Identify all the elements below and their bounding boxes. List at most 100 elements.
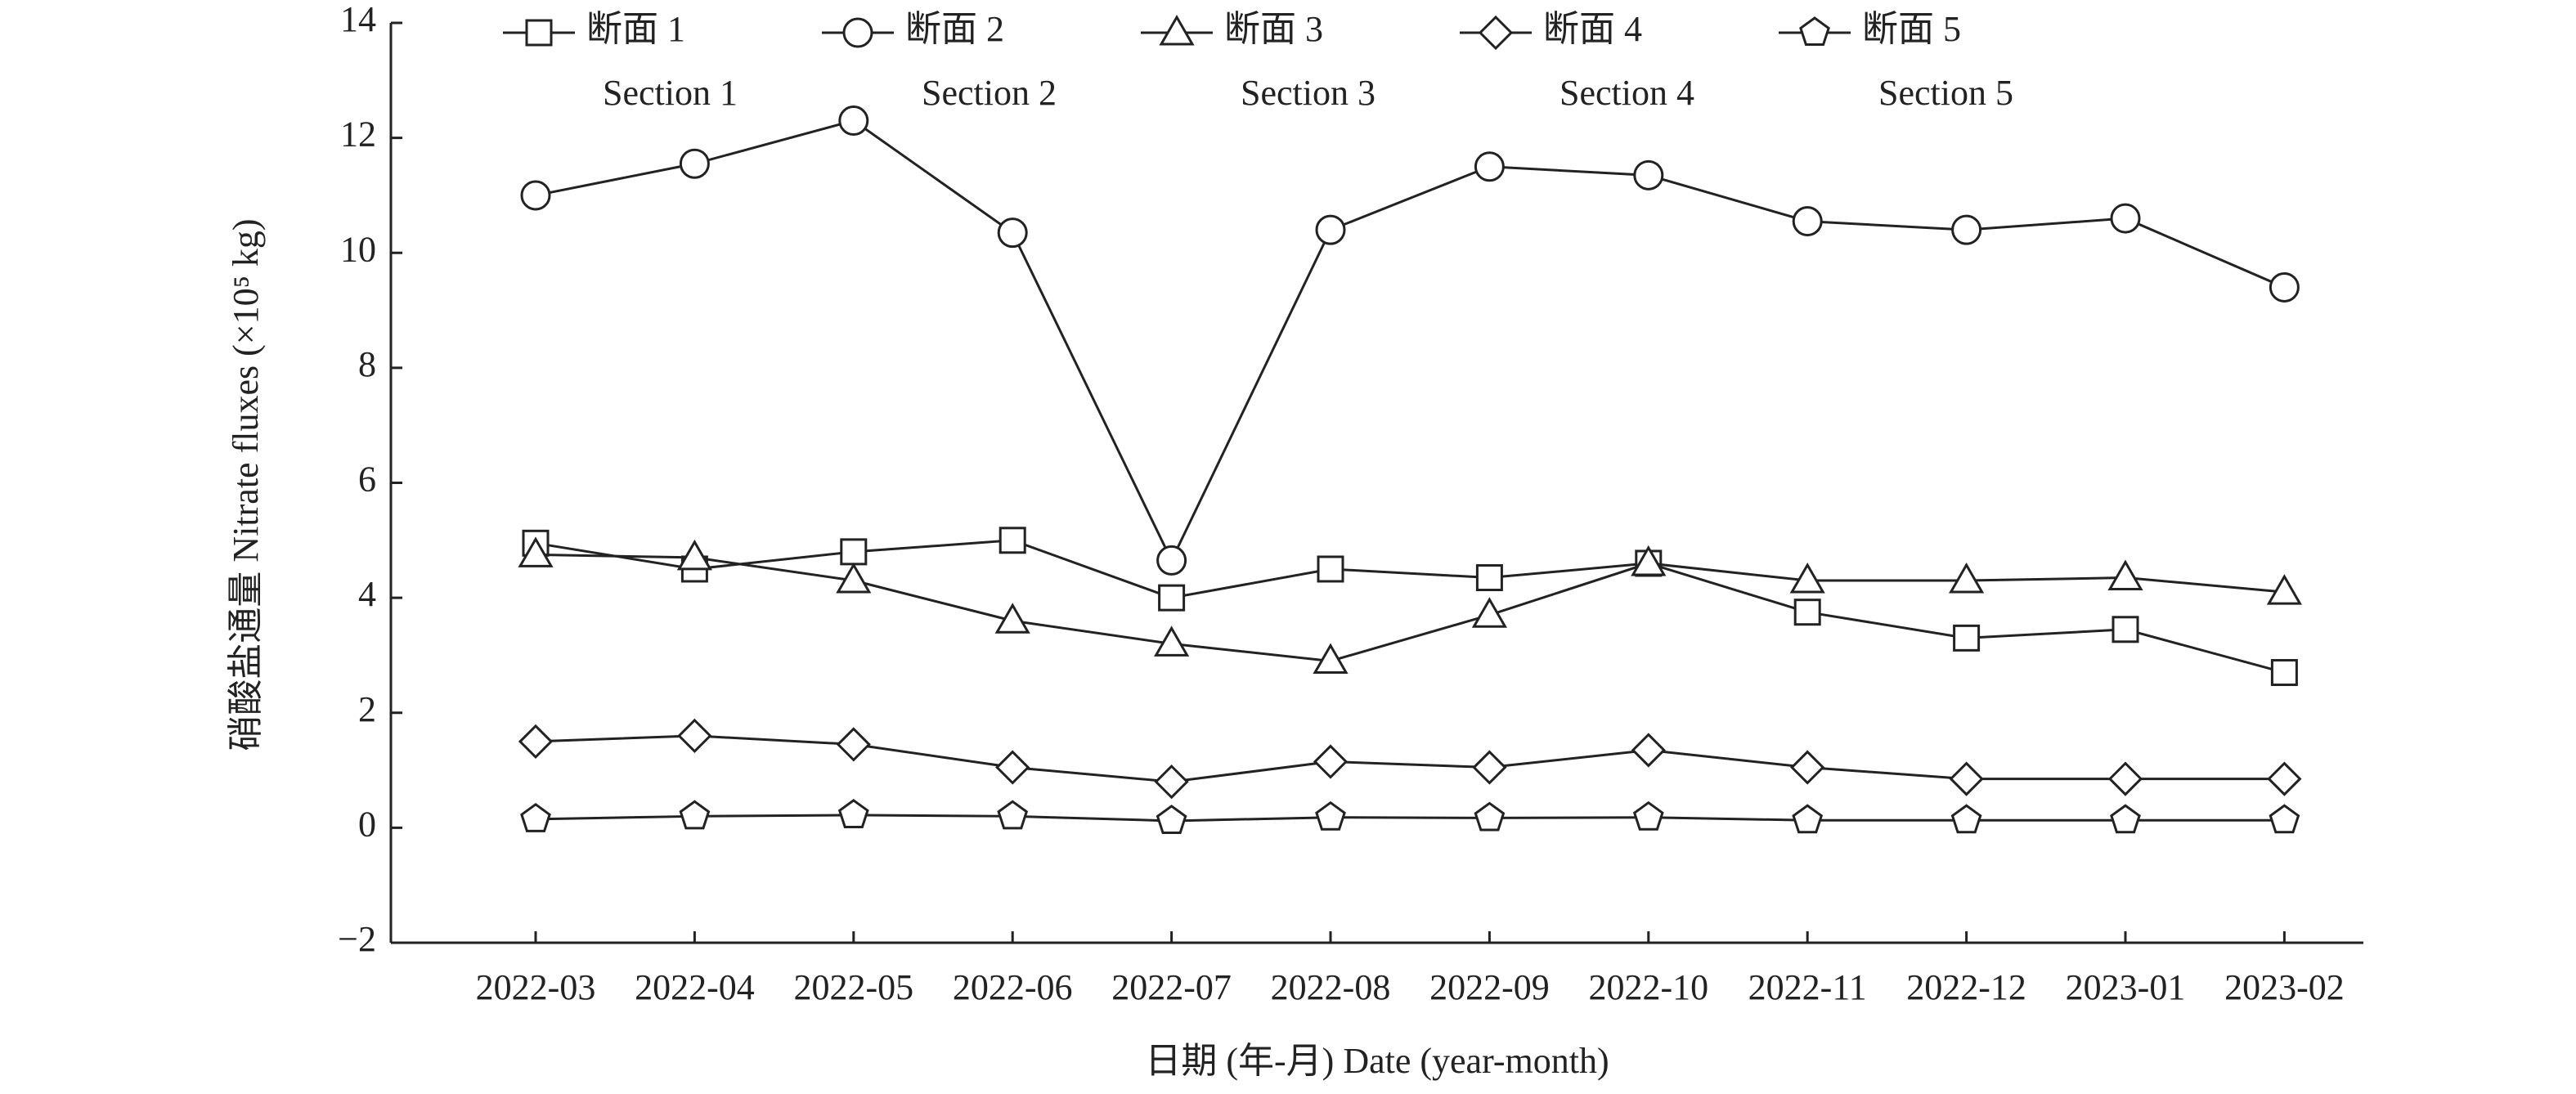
x-tick-label: 2022-06 bbox=[953, 967, 1073, 1007]
data-point bbox=[837, 799, 869, 828]
data-point bbox=[2270, 659, 2298, 687]
data-point bbox=[1789, 563, 1825, 594]
data-point bbox=[1632, 800, 1664, 831]
y-tick-label: 12 bbox=[340, 114, 376, 155]
data-point bbox=[840, 538, 868, 566]
legend-label-en: Section 3 bbox=[1241, 73, 1376, 113]
legend-label: 断面 3 bbox=[1224, 9, 1323, 49]
x-tick-label: 2022-07 bbox=[1111, 967, 1232, 1007]
data-point bbox=[1949, 761, 1984, 796]
data-point bbox=[1951, 214, 1982, 245]
data-point bbox=[1315, 800, 1346, 831]
legend-label-en: Section 1 bbox=[603, 73, 738, 113]
x-axis-label: 日期 (年-月) Date (year-month) bbox=[1145, 1041, 1609, 1081]
series-line bbox=[535, 553, 2285, 662]
legend-label: 断面 2 bbox=[905, 9, 1004, 49]
data-point bbox=[1474, 151, 1505, 182]
data-point bbox=[1950, 804, 1982, 834]
x-tick-label: 2022-05 bbox=[793, 967, 913, 1007]
data-point bbox=[1156, 805, 1187, 834]
data-point bbox=[518, 536, 554, 567]
data-point bbox=[1154, 764, 1189, 800]
data-point bbox=[1790, 750, 1825, 785]
y-tick-label: 0 bbox=[358, 804, 376, 844]
data-point bbox=[2269, 804, 2300, 834]
data-point bbox=[836, 727, 871, 762]
legend-marker bbox=[1799, 16, 1830, 47]
legend-marker bbox=[842, 17, 873, 48]
series-line bbox=[535, 734, 2285, 783]
data-point bbox=[1631, 733, 1666, 768]
legend-label: 断面 5 bbox=[1862, 9, 1961, 49]
data-point bbox=[1315, 214, 1346, 245]
data-point bbox=[1472, 750, 1507, 785]
x-tick-label: 2022-04 bbox=[635, 967, 755, 1007]
data-point bbox=[2267, 761, 2302, 796]
data-point bbox=[994, 603, 1030, 634]
y-tick-label: 10 bbox=[340, 229, 376, 269]
legend-label-en: Section 5 bbox=[1878, 73, 2013, 113]
data-point bbox=[1953, 624, 1981, 652]
data-point bbox=[677, 718, 712, 753]
legend-marker bbox=[1159, 14, 1195, 46]
data-point bbox=[2110, 203, 2141, 234]
data-point bbox=[1792, 804, 1824, 834]
data-point bbox=[2266, 574, 2302, 605]
data-point bbox=[1633, 159, 1664, 191]
legend-label-en: Section 4 bbox=[1560, 73, 1694, 113]
data-point bbox=[1156, 545, 1187, 576]
data-point bbox=[838, 105, 869, 137]
data-point bbox=[2110, 804, 2141, 834]
data-point bbox=[1949, 563, 1985, 594]
data-point bbox=[836, 563, 872, 594]
data-point bbox=[679, 148, 710, 179]
data-point bbox=[2107, 559, 2143, 591]
x-tick-label: 2022-08 bbox=[1271, 967, 1391, 1007]
x-tick-label: 2023-02 bbox=[2224, 967, 2345, 1007]
data-point bbox=[999, 527, 1026, 554]
y-axis-label: 硝酸盐通量 Nitrate fluxes (×10⁵ kg) bbox=[226, 218, 266, 751]
data-point bbox=[1313, 744, 1349, 779]
x-tick-label: 2022-12 bbox=[1906, 967, 2026, 1007]
data-point bbox=[997, 217, 1028, 249]
series-line bbox=[535, 814, 2285, 823]
legend-marker bbox=[525, 19, 553, 47]
y-tick-label: 4 bbox=[358, 574, 376, 614]
data-point bbox=[1158, 584, 1186, 612]
x-tick-label: 2022-09 bbox=[1429, 967, 1550, 1007]
y-tick-label: 8 bbox=[358, 344, 376, 384]
data-point bbox=[997, 800, 1029, 830]
x-tick-label: 2022-03 bbox=[476, 967, 596, 1007]
data-point bbox=[1792, 206, 1823, 237]
data-point bbox=[1793, 599, 1821, 626]
data-point bbox=[1631, 545, 1667, 576]
data-point bbox=[2107, 761, 2143, 796]
data-point bbox=[1154, 625, 1190, 657]
legend-label-en: Section 2 bbox=[922, 73, 1057, 113]
data-point bbox=[1313, 643, 1349, 674]
y-tick-label: 14 bbox=[340, 0, 376, 39]
data-point bbox=[995, 750, 1030, 785]
series-line bbox=[535, 119, 2285, 563]
data-point bbox=[1474, 801, 1506, 832]
data-point bbox=[679, 800, 711, 830]
legend-marker bbox=[1478, 15, 1514, 51]
x-tick-label: 2022-10 bbox=[1588, 967, 1708, 1007]
data-point bbox=[520, 802, 551, 832]
data-point bbox=[1471, 597, 1507, 628]
y-tick-label: 2 bbox=[358, 689, 376, 729]
data-point bbox=[520, 180, 551, 211]
x-tick-label: 2022-11 bbox=[1748, 967, 1867, 1007]
data-point bbox=[2112, 616, 2139, 643]
data-point bbox=[2269, 271, 2300, 303]
data-point bbox=[1317, 555, 1344, 583]
data-point bbox=[1475, 564, 1503, 592]
y-tick-label: −2 bbox=[338, 919, 376, 959]
x-tick-label: 2023-01 bbox=[2066, 967, 2186, 1007]
legend-label: 断面 4 bbox=[1543, 9, 1642, 49]
legend-label: 断面 1 bbox=[586, 9, 685, 49]
series-line bbox=[535, 539, 2285, 674]
y-tick-label: 6 bbox=[358, 460, 376, 500]
data-point bbox=[518, 724, 554, 760]
